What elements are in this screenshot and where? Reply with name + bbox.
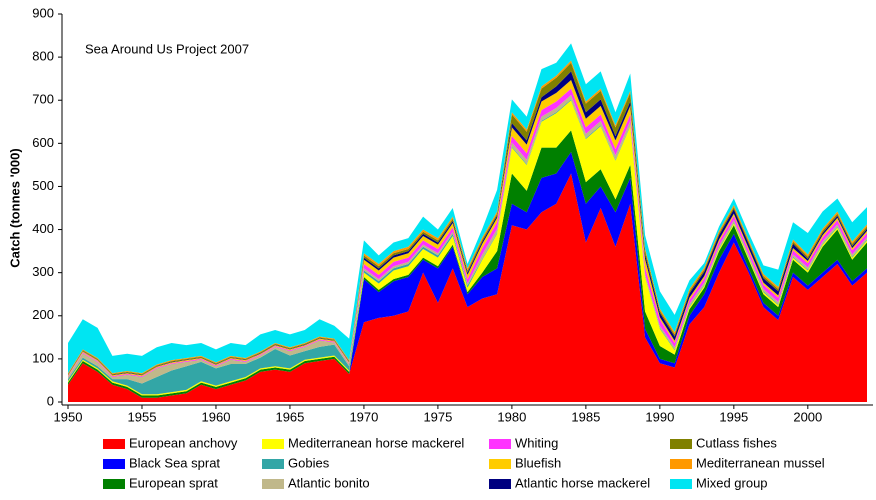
y-tick-label: 800 bbox=[32, 49, 54, 64]
legend-label: European anchovy bbox=[129, 435, 238, 450]
legend-swatch bbox=[489, 439, 511, 449]
x-tick-label: 1965 bbox=[275, 409, 304, 424]
legend-swatch bbox=[103, 459, 125, 469]
legend-label: Gobies bbox=[288, 455, 330, 470]
y-tick-label: 0 bbox=[47, 393, 54, 408]
x-tick-label: 1990 bbox=[645, 409, 674, 424]
legend-swatch bbox=[262, 479, 284, 489]
x-tick-label: 1950 bbox=[54, 409, 83, 424]
legend-label: Mediterranean horse mackerel bbox=[288, 435, 464, 450]
y-tick-label: 600 bbox=[32, 135, 54, 150]
area bbox=[68, 173, 867, 402]
x-tick-label: 1960 bbox=[202, 409, 231, 424]
x-tick-label: 2000 bbox=[793, 409, 822, 424]
legend-label: Mixed group bbox=[696, 475, 768, 490]
x-tick-label: 1995 bbox=[719, 409, 748, 424]
y-tick-label: 300 bbox=[32, 264, 54, 279]
y-tick-label: 900 bbox=[32, 5, 54, 20]
y-tick-label: 200 bbox=[32, 307, 54, 322]
legend-label: European sprat bbox=[129, 475, 218, 490]
legend-swatch bbox=[103, 479, 125, 489]
x-tick-label: 1985 bbox=[571, 409, 600, 424]
legend-label: Bluefish bbox=[515, 455, 561, 470]
legend-label: Mediterranean mussel bbox=[696, 455, 825, 470]
legend-swatch bbox=[670, 459, 692, 469]
legend-swatch bbox=[262, 459, 284, 469]
y-tick-label: 400 bbox=[32, 221, 54, 236]
legend-swatch bbox=[670, 439, 692, 449]
legend-label: Cutlass fishes bbox=[696, 435, 777, 450]
y-axis-label: Catch (tonnes '000) bbox=[7, 148, 22, 267]
legend-swatch bbox=[489, 459, 511, 469]
y-tick-label: 500 bbox=[32, 178, 54, 193]
legend-label: Black Sea sprat bbox=[129, 455, 220, 470]
legend-label: Atlantic horse mackerel bbox=[515, 475, 650, 490]
x-tick-label: 1970 bbox=[349, 409, 378, 424]
y-tick-label: 100 bbox=[32, 350, 54, 365]
legend-swatch bbox=[670, 479, 692, 489]
legend-swatch bbox=[489, 479, 511, 489]
annotation: Sea Around Us Project 2007 bbox=[85, 41, 249, 56]
legend-swatch bbox=[103, 439, 125, 449]
x-tick-label: 1955 bbox=[128, 409, 157, 424]
legend-label: Whiting bbox=[515, 435, 558, 450]
y-tick-label: 700 bbox=[32, 92, 54, 107]
x-tick-label: 1980 bbox=[497, 409, 526, 424]
legend-swatch bbox=[262, 439, 284, 449]
legend-label: Atlantic bonito bbox=[288, 475, 370, 490]
x-tick-label: 1975 bbox=[423, 409, 452, 424]
